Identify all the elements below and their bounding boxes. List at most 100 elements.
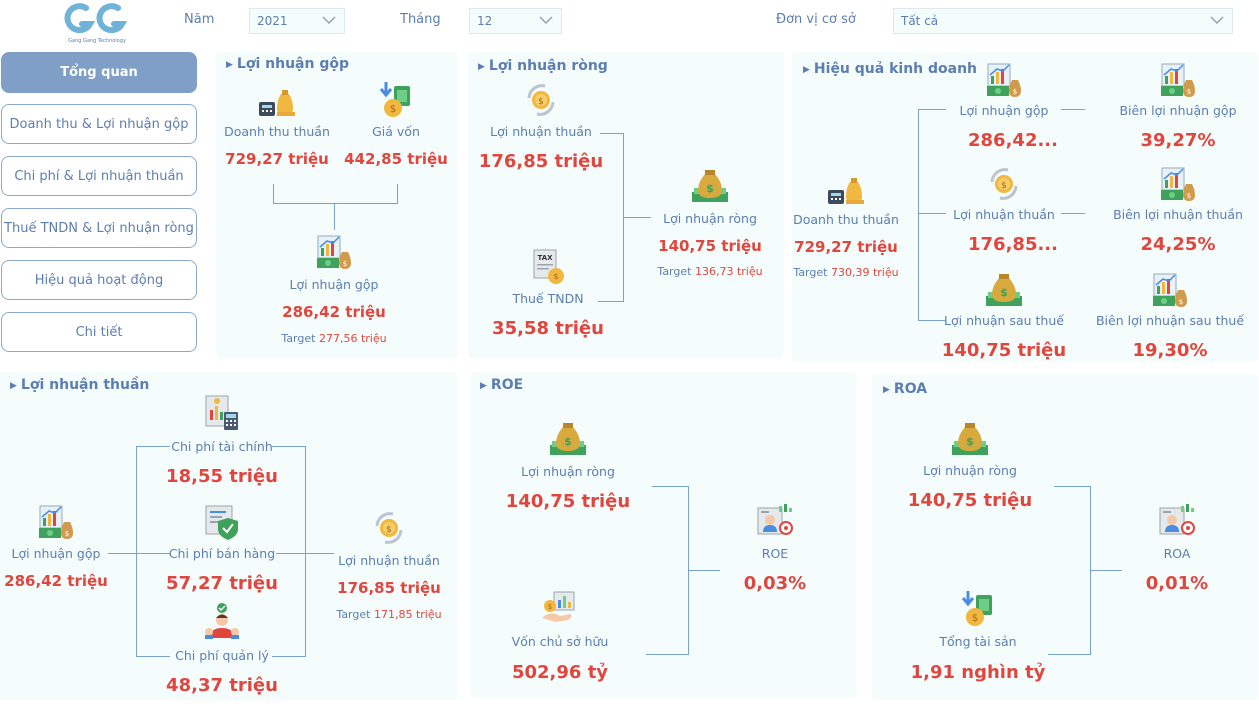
roa-title: ▶ ROA	[883, 381, 928, 397]
connector	[918, 109, 946, 110]
chevron-down-icon	[539, 15, 553, 25]
chevron-down-icon	[1210, 15, 1224, 25]
year-select[interactable]: 2021	[249, 8, 345, 34]
unit-label: Đơn vị cơ sở	[776, 12, 856, 27]
unit-value: Tất cả	[901, 14, 939, 28]
roe-net-value: 140,75 triệu	[505, 491, 631, 512]
assets-value: 1,91 nghìn tỷ	[910, 662, 1046, 683]
month-value: 12	[477, 14, 493, 28]
op-gross-icon	[36, 502, 76, 542]
efficiency-revenue-icon	[826, 168, 866, 208]
equity-icon	[540, 588, 580, 628]
connector	[334, 203, 335, 230]
selling-cost-label: Chi phí bán hàng	[168, 546, 276, 561]
cost-icon	[376, 80, 416, 120]
connector	[272, 446, 306, 447]
gross-profit-title: ▶ Lợi nhuận gộp	[226, 56, 349, 72]
tax-value: 35,58 triệu	[492, 318, 604, 339]
roe-label: ROE	[761, 546, 789, 561]
efficiency-card	[792, 52, 1258, 362]
eff-after-tax-icon	[984, 270, 1024, 310]
roe-value: 0,03%	[743, 573, 807, 594]
nav-efficiency[interactable]: Hiệu quả hoạt động	[1, 260, 197, 300]
connector	[652, 486, 689, 487]
month-label: Tháng	[400, 12, 441, 27]
op-net-label: Lợi nhuận thuần	[338, 553, 440, 568]
logo-icon	[64, 3, 128, 34]
revenue-icon	[257, 80, 297, 120]
connector	[598, 301, 624, 302]
connector	[305, 446, 306, 656]
tax-icon	[528, 246, 568, 286]
efficiency-title: ▶ Hiệu quả kinh doanh	[803, 61, 978, 77]
op-gross-label: Lợi nhuận gộp	[11, 546, 101, 561]
finance-cost-label: Chi phí tài chính	[171, 439, 273, 454]
admin-cost-label: Chi phí quản lý	[175, 648, 269, 663]
connector	[136, 553, 170, 554]
roe-icon	[755, 502, 795, 542]
connector	[918, 320, 946, 321]
net-income-value: 140,75 triệu	[658, 237, 762, 255]
connector	[623, 217, 651, 218]
operating-margin-icon	[1158, 164, 1198, 204]
unit-select[interactable]: Tất cả	[893, 8, 1233, 34]
eff-after-tax-label: Lợi nhuận sau thuế	[944, 313, 1064, 328]
gross-margin-value: 39,27%	[1140, 130, 1216, 151]
nav-tax-net[interactable]: Thuế TNDN & Lợi nhuận ròng	[1, 208, 197, 248]
equity-value: 502,96 tỷ	[511, 662, 609, 683]
eff-gross-value: 286,42...	[968, 130, 1058, 151]
finance-cost-value: 18,55 triệu	[166, 466, 278, 487]
connector	[1054, 486, 1091, 487]
roa-card	[872, 374, 1258, 700]
logo-text: Gang Gang Technology	[68, 38, 126, 44]
operating-profit-icon	[521, 80, 561, 120]
op-net-target: Target 171,85 triệu	[336, 608, 442, 621]
op-net-value: 176,85 triệu	[337, 579, 441, 597]
op-net-icon	[369, 508, 409, 548]
roe-card	[470, 372, 856, 698]
roe-net-icon	[548, 419, 588, 459]
connector	[272, 656, 306, 657]
operating-profit-value: 176,85 triệu	[478, 151, 604, 172]
roa-label: ROA	[1163, 546, 1191, 561]
net-margin-icon	[1150, 270, 1190, 310]
year-value: 2021	[257, 14, 288, 28]
logo: Gang Gang Technology	[62, 2, 132, 44]
gross-profit-card	[216, 52, 458, 358]
revenue-label: Doanh thu thuần	[224, 124, 330, 139]
net-income-target: Target 136,73 triệu	[657, 265, 763, 278]
admin-cost-icon	[202, 602, 242, 642]
net-margin-label: Biên lợi nhuận sau thuế	[1095, 313, 1245, 328]
cogs-label: Giá vốn	[372, 124, 420, 139]
op-gross-value: 286,42 triệu	[4, 572, 108, 590]
connector	[397, 184, 398, 204]
connector	[646, 654, 689, 655]
net-income-title: ▶ Lợi nhuận ròng	[478, 58, 608, 74]
operating-title: ▶ Lợi nhuận thuần	[10, 377, 150, 393]
gross-profit-value: 286,42 triệu	[282, 303, 386, 321]
net-income-icon	[690, 166, 730, 206]
month-select[interactable]: 12	[469, 8, 562, 34]
connector	[1061, 109, 1085, 110]
roa-net-value: 140,75 triệu	[907, 490, 1033, 511]
roa-icon	[1157, 502, 1197, 542]
connector	[136, 446, 137, 656]
nav-revenue-gross[interactable]: Doanh thu & Lợi nhuận gộp	[1, 104, 197, 144]
operating-margin-value: 24,25%	[1140, 234, 1216, 255]
roe-title: ▶ ROE	[480, 377, 524, 393]
gross-profit-label: Lợi nhuận gộp	[289, 277, 379, 292]
nav-cost-operating[interactable]: Chi phí & Lợi nhuận thuần	[1, 156, 197, 196]
eff-operating-label: Lợi nhuận thuần	[953, 207, 1055, 222]
nav-detail[interactable]: Chi tiết	[1, 312, 197, 352]
eff-gross-icon	[984, 60, 1024, 100]
assets-label: Tổng tài sản	[939, 634, 1017, 649]
net-margin-value: 19,30%	[1132, 340, 1208, 361]
connector	[273, 203, 398, 204]
roa-value: 0,01%	[1145, 573, 1209, 594]
year-label: Năm	[184, 12, 215, 27]
connector	[918, 213, 946, 214]
gross-profit-target: Target 277,56 triệu	[281, 332, 387, 345]
chevron-down-icon	[322, 15, 336, 25]
nav-overview[interactable]: Tổng quan	[1, 52, 197, 93]
connector	[918, 109, 919, 320]
